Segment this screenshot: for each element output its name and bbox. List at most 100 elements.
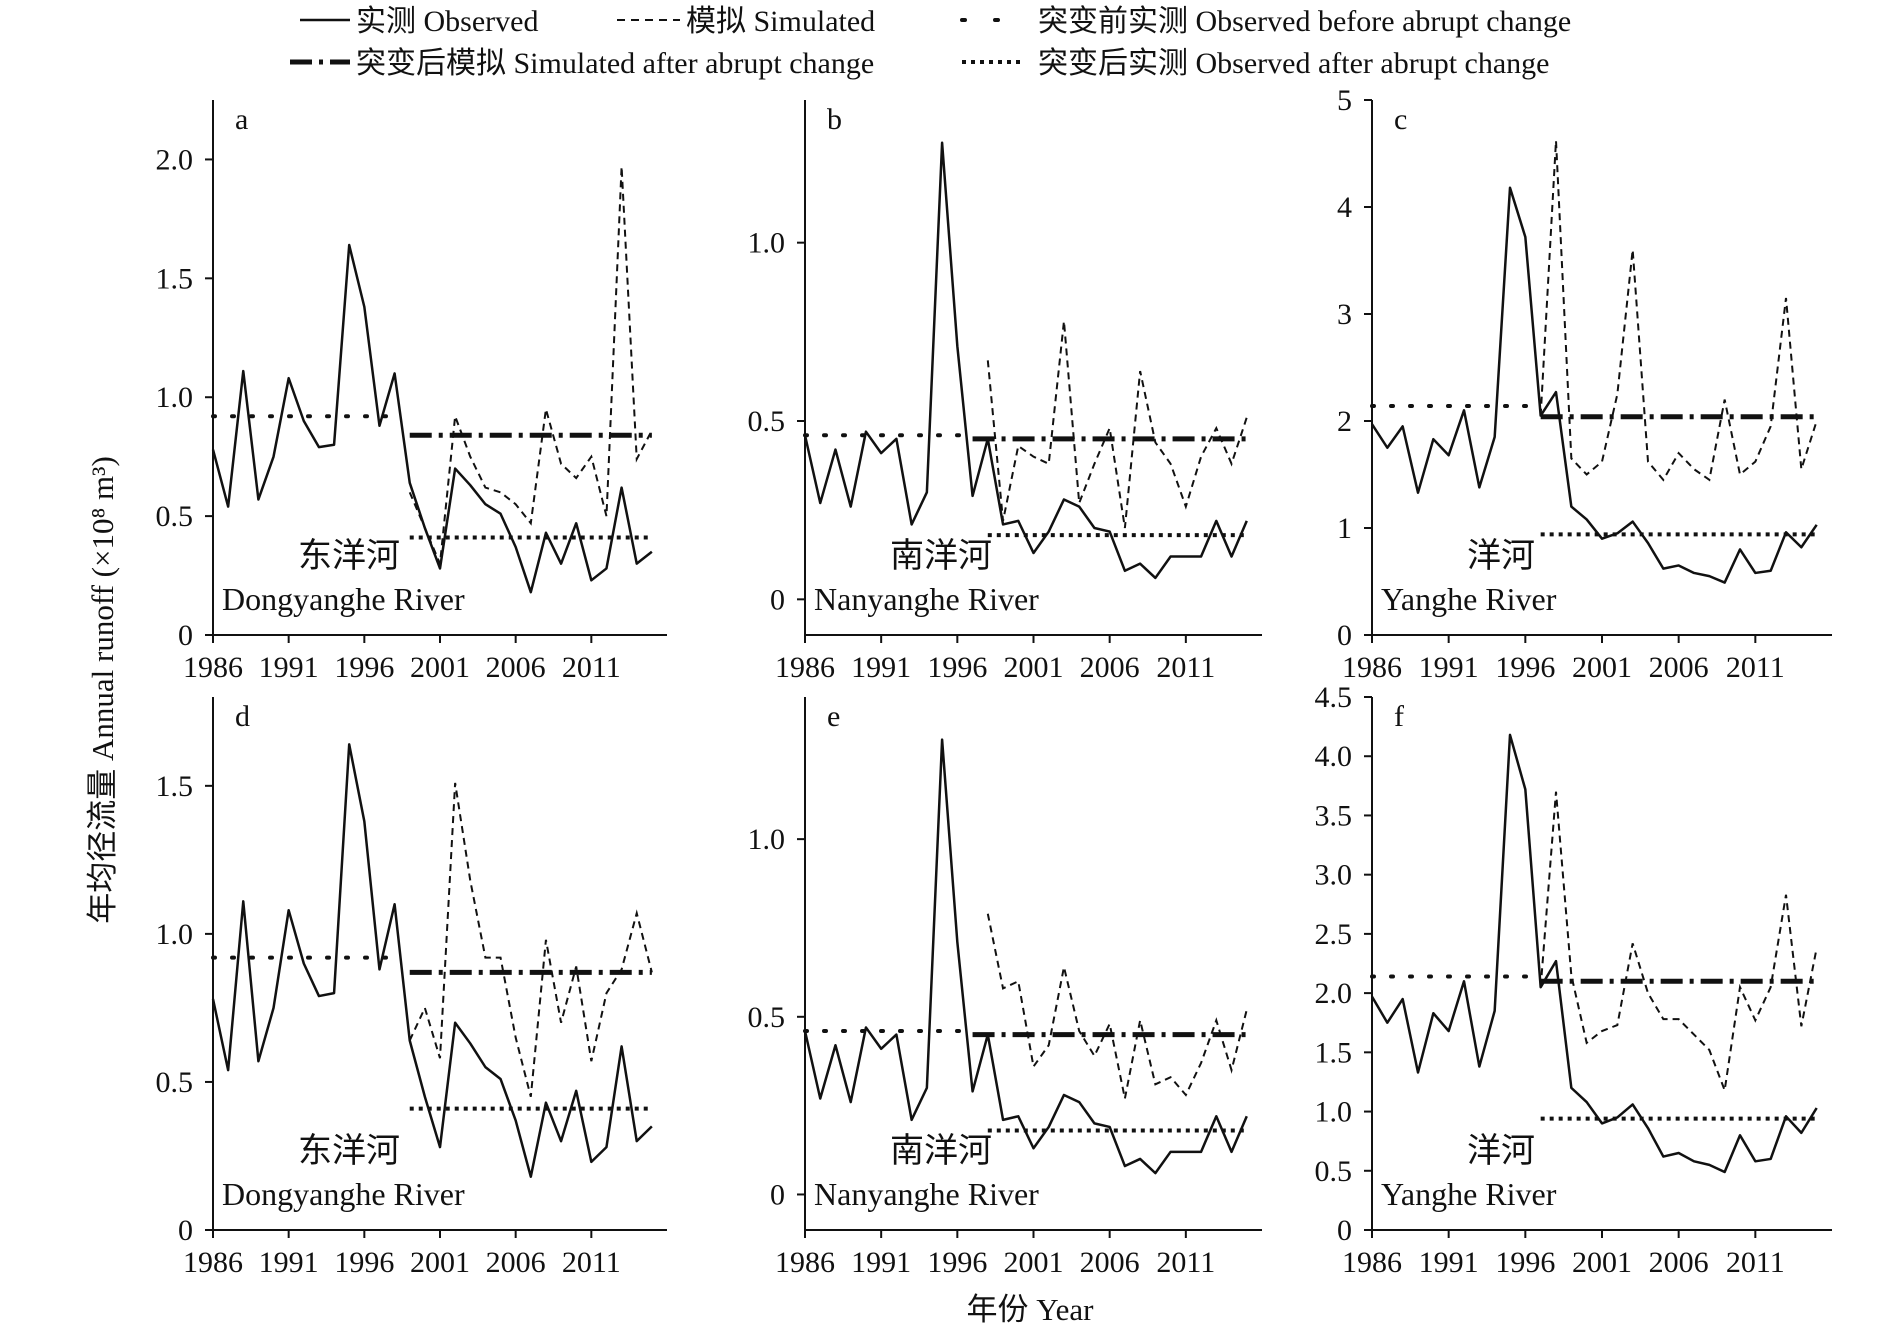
legend-label-obs-before: 突变前实测 Observed before abrupt change	[1038, 5, 1571, 38]
x-tick-label: 1996	[927, 651, 987, 684]
river-name-cn: 东洋河	[298, 1132, 400, 1170]
chart-panel-c: 0 1 2 3 4 5 1986 1991 1996 2001 2006 2011 c 洋河 Yanghe …	[1337, 84, 1832, 684]
y-tick-label: 0.5	[748, 1001, 786, 1034]
observed-series-line	[803, 738, 1248, 1175]
y-tick-label: 4.5	[1315, 681, 1353, 714]
x-tick-label: 1986	[775, 651, 835, 684]
chart-panel-a: 0 0.5 1.0 1.5 2.0 1986 1991 1996 2001 2006 2011 a 东洋…	[156, 100, 667, 684]
river-name-cn: 洋河	[1467, 537, 1535, 575]
x-tick-label: 2001	[410, 651, 470, 684]
y-tick-label: 0.5	[156, 500, 194, 533]
x-tick-label: 1991	[259, 1246, 319, 1279]
y-tick-label: 1.0	[156, 918, 194, 951]
y-tick-label: 1.5	[156, 262, 194, 295]
panel-letter: e	[827, 700, 840, 733]
legend: 实测 Observed 模拟 Simulated 突变前实测 Observed …	[290, 5, 1571, 80]
y-tick-label: 1.5	[1315, 1036, 1353, 1069]
y-tick-label: 3.5	[1315, 799, 1353, 832]
y-tick-label: 2.5	[1315, 918, 1353, 951]
x-tick-label: 2001	[1004, 1246, 1064, 1279]
observed-series-line	[803, 141, 1248, 580]
y-tick-label: 1.0	[1315, 1096, 1353, 1129]
x-tick-label: 1991	[1419, 1246, 1479, 1279]
observed-series-line	[211, 743, 653, 1178]
y-axis-title: 年均径流量 Annual runoff (×10⁸ m³)	[85, 456, 120, 924]
y-tick-label: 0	[1337, 1214, 1352, 1247]
observed-series-line	[211, 243, 653, 594]
panel-letter: d	[235, 700, 250, 733]
x-tick-label: 2011	[1156, 651, 1215, 684]
simulated-series-line	[1539, 140, 1818, 482]
x-tick-label: 1986	[1342, 651, 1402, 684]
y-tick-label: 1.0	[156, 381, 194, 414]
x-tick-label: 2006	[1649, 1246, 1709, 1279]
y-tick-label: 2.0	[156, 143, 194, 176]
y-tick-label: 4	[1337, 191, 1352, 224]
observed-series-line	[1370, 186, 1818, 584]
x-tick-label: 1986	[183, 651, 243, 684]
y-tick-label: 3	[1337, 298, 1352, 331]
chart-panel-e: 0 0.5 1.0 1986 1991 1996 2001 2006 2011 e 南洋河 Nanya…	[748, 697, 1262, 1279]
chart-panel-b: 0 0.5 1.0 1986 1991 1996 2001 2006 2011 b 南洋河 Nanya…	[748, 100, 1262, 684]
river-name-cn: 东洋河	[298, 537, 400, 575]
river-name-en: Yanghe River	[1381, 581, 1557, 617]
x-tick-label: 2011	[562, 651, 621, 684]
x-tick-label: 2006	[1080, 1246, 1140, 1279]
y-tick-label: 0.5	[748, 405, 786, 438]
river-name-cn: 洋河	[1467, 1132, 1535, 1170]
legend-label-simulated: 模拟 Simulated	[686, 5, 875, 38]
y-tick-label: 0	[1337, 619, 1352, 652]
y-tick-label: 2.0	[1315, 977, 1353, 1010]
y-tick-label: 1.0	[748, 823, 786, 856]
observed-series-line	[1370, 733, 1818, 1174]
x-tick-label: 1991	[1419, 651, 1479, 684]
y-tick-label: 2	[1337, 405, 1352, 438]
y-tick-label: 4.0	[1315, 740, 1353, 773]
x-tick-label: 2006	[1649, 651, 1709, 684]
x-tick-label: 2011	[1726, 1246, 1785, 1279]
panel-letter: c	[1394, 103, 1407, 136]
simulated-series-line	[408, 166, 653, 565]
river-name-en: Nanyanghe River	[814, 1176, 1039, 1212]
x-tick-label: 1996	[1495, 1246, 1555, 1279]
legend-item-observed: 实测 Observed	[300, 5, 538, 38]
legend-label-obs-after: 突变后实测 Observed after abrupt change	[1038, 47, 1550, 80]
x-tick-label: 2001	[1572, 1246, 1632, 1279]
y-tick-label: 1.5	[156, 770, 194, 803]
panel-letter: f	[1394, 700, 1404, 733]
y-tick-label: 1.0	[748, 227, 786, 260]
y-tick-label: 0	[770, 583, 785, 616]
x-tick-label: 1986	[775, 1246, 835, 1279]
x-tick-label: 2006	[1080, 651, 1140, 684]
simulated-series-line	[408, 782, 653, 1097]
river-name-en: Nanyanghe River	[814, 581, 1039, 617]
x-tick-label: 2006	[486, 651, 546, 684]
x-tick-label: 1991	[259, 651, 319, 684]
legend-label-observed: 实测 Observed	[356, 5, 538, 38]
y-tick-label: 0	[178, 619, 193, 652]
x-axis-title: 年份 Year	[967, 1292, 1095, 1327]
x-tick-label: 1991	[851, 651, 911, 684]
x-tick-label: 2011	[1726, 651, 1785, 684]
river-name-en: Yanghe River	[1381, 1176, 1557, 1212]
legend-label-sim-after: 突变后模拟 Simulated after abrupt change	[356, 47, 874, 80]
simulated-series-line	[986, 321, 1248, 529]
chart-panel-f: 0 0.5 1.0 1.5 2.0 2.5 3.0 3.5 4.0 4.5 1986 1991 1996…	[1315, 681, 1832, 1279]
y-tick-label: 3.0	[1315, 859, 1353, 892]
y-tick-label: 0	[178, 1214, 193, 1247]
x-tick-label: 2001	[410, 1246, 470, 1279]
river-name-cn: 南洋河	[890, 537, 992, 575]
legend-item-simulated: 模拟 Simulated	[617, 5, 875, 38]
river-name-en: Dongyanghe River	[222, 581, 465, 617]
x-tick-label: 1991	[851, 1246, 911, 1279]
x-tick-label: 1996	[334, 651, 394, 684]
simulated-series-line	[1539, 791, 1818, 1095]
chart-panel-d: 0 0.5 1.0 1.5 1986 1991 1996 2001 2006 2011 d 东洋河 Do…	[156, 697, 667, 1279]
legend-item-obs-after: 突变后实测 Observed after abrupt change	[962, 47, 1550, 80]
x-tick-label: 1986	[183, 1246, 243, 1279]
y-tick-label: 5	[1337, 84, 1352, 117]
simulated-series-line	[986, 913, 1248, 1099]
